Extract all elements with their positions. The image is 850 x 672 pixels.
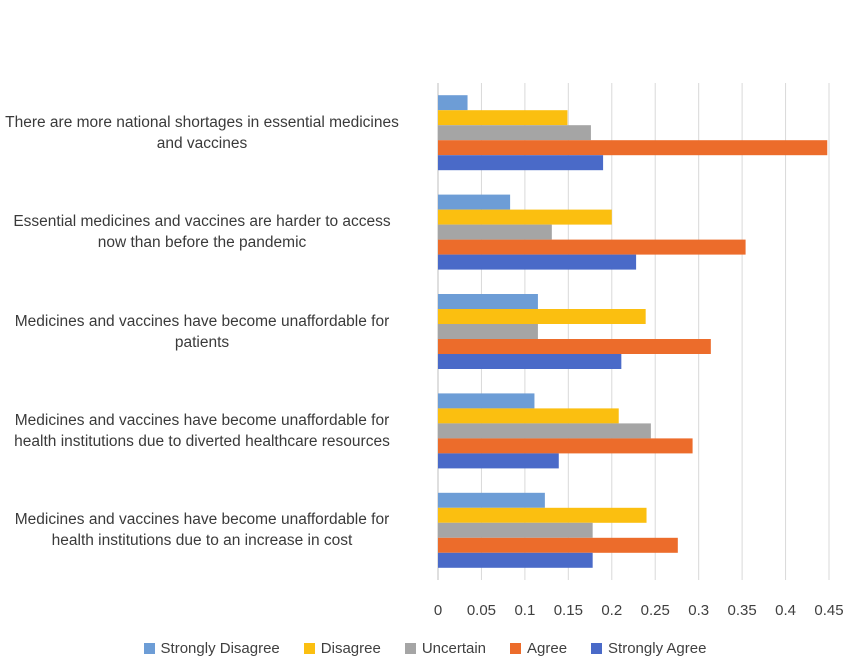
bar-strongly-agree <box>438 354 622 369</box>
legend-label: Strongly Agree <box>608 640 707 657</box>
legend-item: Agree <box>510 640 567 657</box>
x-tick-label: 0.15 <box>554 602 583 619</box>
x-tick-label: 0.1 <box>514 602 535 619</box>
bar-agree <box>438 239 746 255</box>
legend-item: Strongly Disagree <box>143 640 280 657</box>
x-tick-label: 0.35 <box>728 602 757 619</box>
bar-agree <box>438 140 828 156</box>
category-label: There are more national shortages in ess… <box>0 112 422 154</box>
bar-uncertain <box>438 324 538 339</box>
x-tick-labels: 0 0.05 0.1 0.15 0.2 0.25 0.3 0.35 0.4 0.45 <box>434 602 844 619</box>
bar-uncertain <box>438 522 593 538</box>
category-label: Essential medicines and vaccines are har… <box>0 211 422 253</box>
category-label-line: now than before the pandemic <box>97 234 307 252</box>
legend-label: Uncertain <box>421 640 487 657</box>
legend-swatch <box>143 643 155 654</box>
bar-strongly-agree <box>438 552 593 568</box>
x-tick-label: 0.2 <box>601 602 622 619</box>
legend-swatch <box>591 643 603 654</box>
legend-item: Disagree <box>303 640 381 657</box>
bar-agree <box>438 537 678 553</box>
legend-swatch <box>404 643 416 654</box>
legend-label: Disagree <box>320 640 381 657</box>
bar-agree <box>438 339 711 354</box>
category-label: Medicines and vaccines have become unaff… <box>0 509 422 551</box>
x-tick-label: 0.45 <box>814 602 843 619</box>
bar-disagree <box>438 408 619 424</box>
category-label-line: patients <box>174 333 230 351</box>
category-label-line: Essential medicines and vaccines are har… <box>13 213 391 231</box>
bar-uncertain <box>438 125 591 141</box>
bar-strongly-agree <box>438 155 604 171</box>
category-label-line: and vaccines <box>156 134 248 152</box>
category-label-line: Medicines and vaccines have become unaff… <box>14 312 390 330</box>
category-label-line: health institutions due to an increase i… <box>51 532 353 550</box>
category-label: Medicines and vaccines have become unaff… <box>0 311 422 353</box>
bar-disagree <box>438 110 568 126</box>
bar-strongly-disagree <box>438 294 538 309</box>
bar-strongly-disagree <box>438 95 468 111</box>
category-label: Medicines and vaccines have become unaff… <box>0 410 422 452</box>
legend: Strongly Disagree Disagree Uncertain Agree S… <box>0 640 850 657</box>
x-tick-label: 0 <box>434 602 442 619</box>
category-label-line: Medicines and vaccines have become unaff… <box>14 511 390 529</box>
legend-swatch <box>510 643 522 654</box>
bar-strongly-disagree <box>438 393 535 409</box>
legend-label: Strongly Disagree <box>160 640 280 657</box>
bar-strongly-disagree <box>438 492 545 508</box>
x-tick-label: 0.05 <box>467 602 496 619</box>
x-tick-label: 0.25 <box>641 602 670 619</box>
bar-disagree <box>438 309 646 324</box>
legend-swatch <box>303 643 315 654</box>
bar-uncertain <box>438 224 552 240</box>
legend-item: Uncertain <box>404 640 487 657</box>
legend-label: Agree <box>527 640 568 657</box>
bar-strongly-disagree <box>438 194 511 210</box>
bar-uncertain <box>438 423 651 439</box>
legend-item: Strongly Agree <box>591 640 706 657</box>
x-tick-label: 0.4 <box>775 602 796 619</box>
bar-disagree <box>438 209 612 225</box>
bar-agree <box>438 438 693 454</box>
category-label-line: health institutions due to diverted heal… <box>14 432 390 450</box>
category-label-line: There are more national shortages in ess… <box>5 113 399 131</box>
bar-strongly-agree <box>438 254 637 270</box>
category-label-line: Medicines and vaccines have become unaff… <box>14 411 390 429</box>
bars <box>438 95 828 568</box>
bar-disagree <box>438 507 647 523</box>
bar-strongly-agree <box>438 453 559 469</box>
x-tick-label: 0.3 <box>688 602 709 619</box>
